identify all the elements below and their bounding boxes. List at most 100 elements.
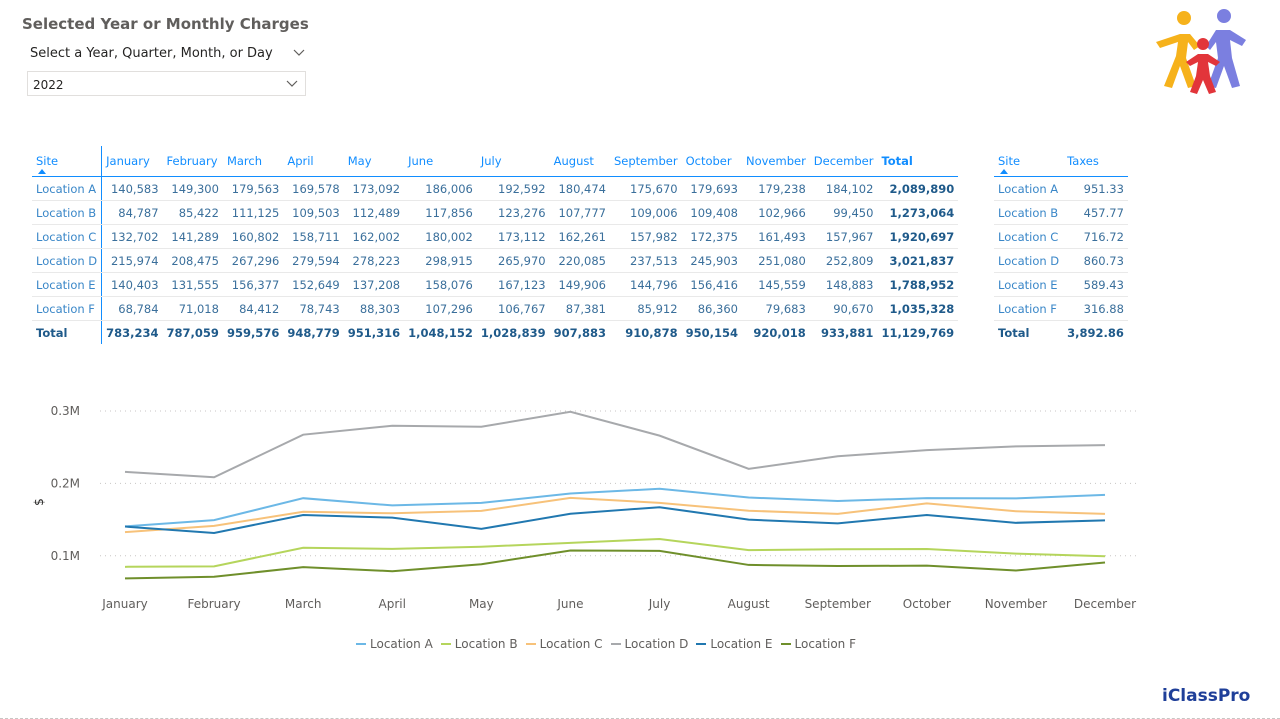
data-point[interactable] [924, 512, 929, 517]
column-header-month[interactable]: March [222, 146, 284, 177]
column-header-month[interactable]: February [162, 146, 223, 177]
data-point[interactable] [301, 565, 306, 570]
column-header-month[interactable]: April [283, 146, 344, 177]
data-point[interactable] [835, 563, 840, 568]
data-point[interactable] [568, 491, 573, 496]
data-point[interactable] [479, 562, 484, 567]
data-point[interactable] [301, 432, 306, 437]
data-point[interactable] [657, 433, 662, 438]
legend-item[interactable]: Location D [610, 637, 688, 651]
data-point[interactable] [568, 511, 573, 516]
data-point[interactable] [212, 518, 217, 523]
data-point[interactable] [835, 547, 840, 552]
data-point[interactable] [390, 569, 395, 574]
table-row[interactable]: Location B 84,787 85,422 111,125 109,503 112,… [32, 200, 959, 225]
table-row[interactable]: Location C 132,702 141,289 160,802 158,711 16… [32, 224, 959, 249]
column-header-month[interactable]: October [681, 146, 742, 177]
data-point[interactable] [835, 511, 840, 516]
data-point[interactable] [1013, 551, 1018, 556]
data-point[interactable] [1103, 511, 1108, 516]
legend-item[interactable]: Location A [356, 637, 433, 651]
table-row[interactable]: Location A 951.33 [994, 176, 1128, 201]
data-point[interactable] [924, 496, 929, 501]
data-point[interactable] [1103, 518, 1108, 523]
data-point[interactable] [390, 503, 395, 508]
chevron-down-icon[interactable] [285, 77, 299, 91]
data-point[interactable] [1013, 444, 1018, 449]
data-point[interactable] [479, 424, 484, 429]
data-point[interactable] [301, 545, 306, 550]
column-header-month[interactable]: July [476, 146, 550, 177]
data-point[interactable] [835, 521, 840, 526]
table-row[interactable]: Location E 589.43 [994, 272, 1128, 297]
legend-item[interactable]: Location C [525, 637, 603, 651]
column-header-month[interactable]: December [809, 146, 878, 177]
data-point[interactable] [924, 563, 929, 568]
series-line-location-d[interactable] [124, 410, 1106, 479]
data-point[interactable] [212, 475, 217, 480]
data-point[interactable] [123, 524, 128, 529]
data-point[interactable] [657, 536, 662, 541]
data-point[interactable] [212, 574, 217, 579]
column-header-total[interactable]: Total [877, 146, 959, 177]
column-header-month[interactable]: August [549, 146, 610, 177]
table-row[interactable]: Location B 457.77 [994, 200, 1128, 225]
data-point[interactable] [123, 576, 128, 581]
data-point[interactable] [212, 523, 217, 528]
data-point[interactable] [479, 500, 484, 505]
data-point[interactable] [301, 512, 306, 517]
table-row[interactable]: Location F 316.88 [994, 296, 1128, 321]
data-point[interactable] [657, 505, 662, 510]
data-point[interactable] [1013, 568, 1018, 573]
data-point[interactable] [746, 495, 751, 500]
data-point[interactable] [746, 517, 751, 522]
data-point[interactable] [657, 486, 662, 491]
data-point[interactable] [657, 548, 662, 553]
series-line-location-a[interactable] [124, 487, 1106, 528]
table-row[interactable]: Location D 860.73 [994, 248, 1128, 273]
column-header-site[interactable]: Site [994, 146, 1064, 177]
series-line-location-b[interactable] [124, 537, 1106, 568]
data-point[interactable] [746, 508, 751, 513]
data-point[interactable] [1103, 443, 1108, 448]
data-point[interactable] [301, 496, 306, 501]
data-point[interactable] [1013, 496, 1018, 501]
data-point[interactable] [123, 469, 128, 474]
data-point[interactable] [568, 409, 573, 414]
data-point[interactable] [390, 546, 395, 551]
data-point[interactable] [746, 548, 751, 553]
table-row[interactable]: Location D 215,974 208,475 267,296 279,594 27… [32, 248, 959, 273]
data-point[interactable] [1103, 554, 1108, 559]
chevron-down-icon[interactable] [292, 46, 306, 60]
date-slicer-header[interactable]: Select a Year, Quarter, Month, or Day [30, 46, 306, 66]
column-header-month[interactable]: September [610, 146, 682, 177]
series-line-location-e[interactable] [124, 506, 1106, 534]
data-point[interactable] [568, 495, 573, 500]
sort-ascending-icon[interactable] [38, 169, 46, 174]
series-line-location-f[interactable] [124, 549, 1106, 580]
data-point[interactable] [1013, 520, 1018, 525]
data-point[interactable] [568, 540, 573, 545]
column-header-month[interactable]: June [404, 146, 477, 177]
column-header-taxes[interactable]: Taxes [1063, 146, 1128, 177]
column-header-site[interactable]: Site [32, 146, 103, 177]
table-row[interactable]: Location C 716.72 [994, 224, 1128, 249]
data-point[interactable] [1013, 509, 1018, 514]
data-point[interactable] [924, 501, 929, 506]
table-row[interactable]: Location F 68,784 71,018 84,412 78,743 88,303… [32, 296, 959, 321]
legend-item[interactable]: Location F [780, 637, 856, 651]
data-point[interactable] [835, 499, 840, 504]
data-point[interactable] [924, 546, 929, 551]
year-dropdown[interactable]: 2022 [27, 71, 306, 96]
data-point[interactable] [479, 508, 484, 513]
data-point[interactable] [212, 530, 217, 535]
legend-item[interactable]: Location E [696, 637, 773, 651]
column-header-month[interactable]: November [741, 146, 810, 177]
data-point[interactable] [746, 466, 751, 471]
data-point[interactable] [746, 562, 751, 567]
column-header-month[interactable]: January [101, 146, 163, 177]
data-point[interactable] [390, 515, 395, 520]
data-point[interactable] [1103, 492, 1108, 497]
sort-ascending-icon[interactable] [1000, 169, 1008, 174]
data-point[interactable] [568, 548, 573, 553]
